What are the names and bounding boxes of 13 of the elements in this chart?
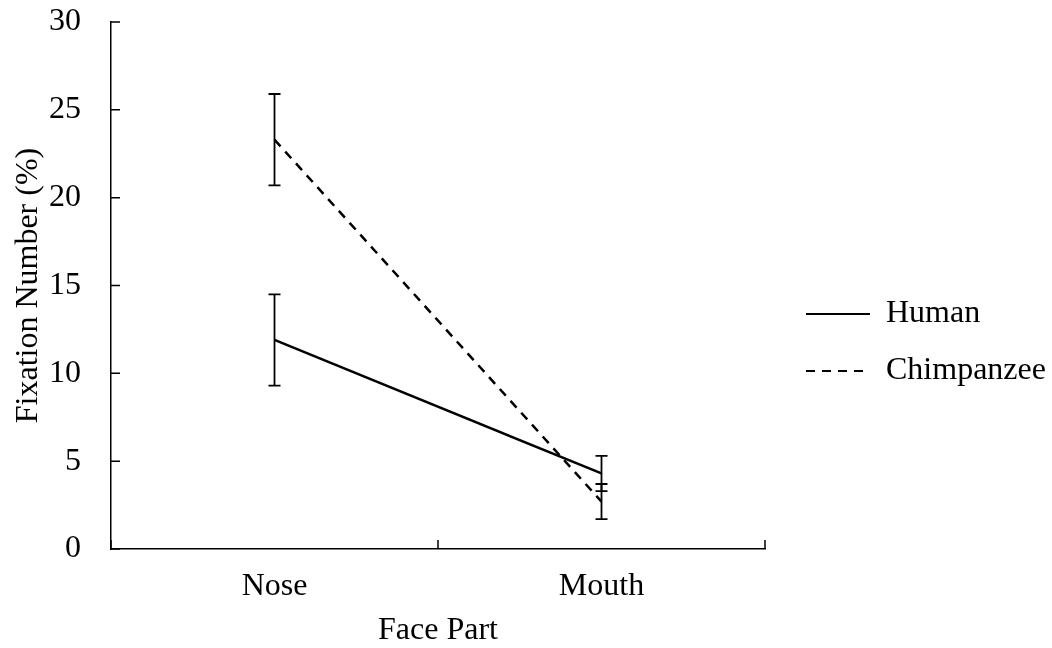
y-tick-label: 5 [65,440,81,477]
y-tick-label: 30 [49,1,81,38]
x-tick-label: Nose [241,565,308,602]
y-tick-label: 10 [49,352,81,389]
y-axis-title: Fixation Number (%) [7,147,44,424]
y-tick-label: 0 [65,528,81,565]
y-tick-label: 20 [49,177,81,214]
y-tick-label: 25 [49,89,81,126]
legend-label: Human [886,293,981,330]
x-axis-title: Face Part [378,610,499,647]
x-tick-label: Mouth [558,565,645,602]
legend-label: Chimpanzee [886,350,1046,387]
y-tick-label: 15 [49,264,81,301]
